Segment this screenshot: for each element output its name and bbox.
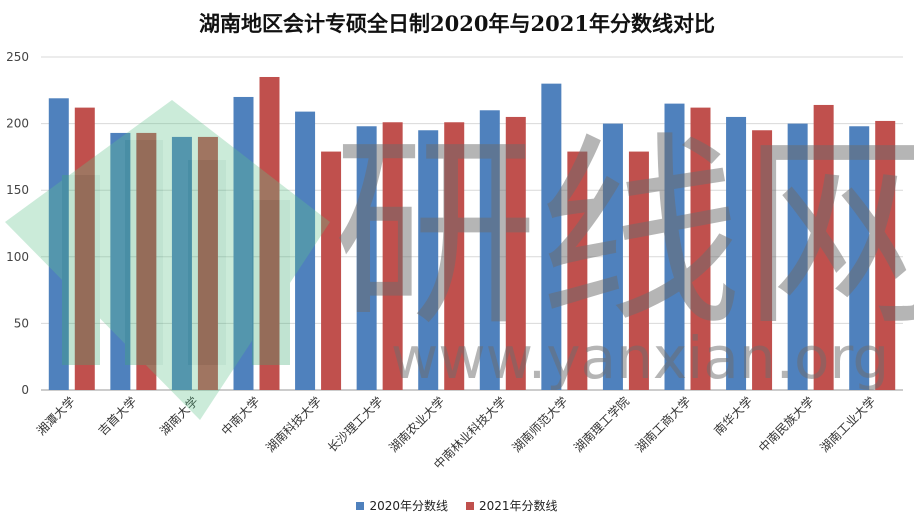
legend-label: 2021年分数线 (479, 499, 558, 513)
bar-2021 (74, 107, 95, 390)
bar-2020 (479, 110, 500, 390)
legend-label: 2020年分数线 (369, 499, 448, 513)
x-tick-label: 长沙理工大学 (324, 394, 386, 456)
watermark-logo-bar-1 (62, 175, 100, 365)
x-tick-label: 湖南科技大学 (263, 394, 325, 456)
bar-2021 (875, 120, 896, 390)
x-tick-label: 南华大学 (711, 394, 756, 439)
bar-2021 (567, 151, 588, 390)
bar-2020 (726, 116, 747, 390)
bar-2021 (752, 130, 773, 390)
bar-2021 (136, 132, 157, 390)
bar-2020 (849, 126, 870, 390)
bar-2020 (110, 132, 131, 390)
chart-title: 湖南地区会计专硕全日制2020年与2021年分数线对比 (199, 11, 715, 36)
bar-2021 (321, 151, 342, 390)
bar-2020 (48, 98, 69, 391)
bar-2021 (505, 116, 526, 390)
y-axis: 0 50 100 150 200 250 (6, 50, 29, 397)
bar-2020 (541, 83, 562, 390)
x-tick-label: 湖南工商大学 (632, 394, 694, 456)
x-tick-label: 湖南工业大学 (817, 394, 879, 456)
bar-series (48, 76, 896, 391)
legend-item: 2020年分数线 (356, 497, 448, 514)
bar-2020 (664, 103, 685, 391)
y-tick-label: 250 (6, 50, 29, 64)
legend-item: 2021年分数线 (466, 497, 558, 514)
watermark: 研线网 www.yanxian.org (5, 100, 914, 420)
bar-2020 (295, 111, 316, 390)
legend-swatch (356, 501, 365, 510)
bar-2021 (197, 136, 218, 390)
bar-2021 (813, 104, 834, 391)
legend: 2020年分数线 2021年分数线 (0, 497, 914, 514)
watermark-logo-bar-3 (188, 160, 226, 365)
x-axis: 湘潭大学 吉首大学 湖南大学 中南大学 湖南科技大学 长沙理工大学 湖南农业大学中南林业科技… (33, 394, 878, 472)
bar-2021 (628, 151, 649, 390)
bar-2021 (444, 122, 465, 390)
y-tick-label: 200 (6, 117, 29, 131)
bar-2021 (690, 107, 711, 390)
legend-swatch (466, 501, 474, 510)
bar-2020 (233, 96, 254, 391)
y-tick-label: 100 (6, 250, 29, 264)
watermark-logo-icon (5, 100, 330, 420)
bar-2020 (356, 126, 377, 390)
x-tick-label: 湖南农业大学 (386, 394, 448, 456)
y-tick-label: 150 (6, 183, 29, 197)
x-tick-label: 吉首大学 (95, 394, 140, 439)
bar-2021 (382, 122, 403, 390)
watermark-logo-diamond (5, 100, 330, 420)
x-tick-label: 湖南理工学院 (571, 394, 633, 456)
watermark-logo-bar-4 (252, 200, 290, 365)
bar-2020 (418, 130, 439, 390)
watermark-main-text: 研线网 (333, 116, 914, 354)
bar-2020 (602, 123, 623, 390)
bar-2021 (259, 76, 280, 390)
y-tick-label: 50 (14, 316, 29, 330)
x-tick-label: 湖南师范大学 (509, 394, 571, 456)
x-tick-label: 湘潭大学 (33, 394, 78, 439)
y-tick-label: 0 (21, 383, 29, 397)
x-tick-label: 中南大学 (218, 394, 263, 439)
bar-2020 (171, 136, 192, 390)
watermark-url-text: www.yanxian.org (391, 324, 889, 392)
bar-2020 (787, 123, 808, 390)
x-tick-label: 中南民族大学 (755, 394, 817, 456)
watermark-logo-bar-2 (125, 140, 163, 365)
